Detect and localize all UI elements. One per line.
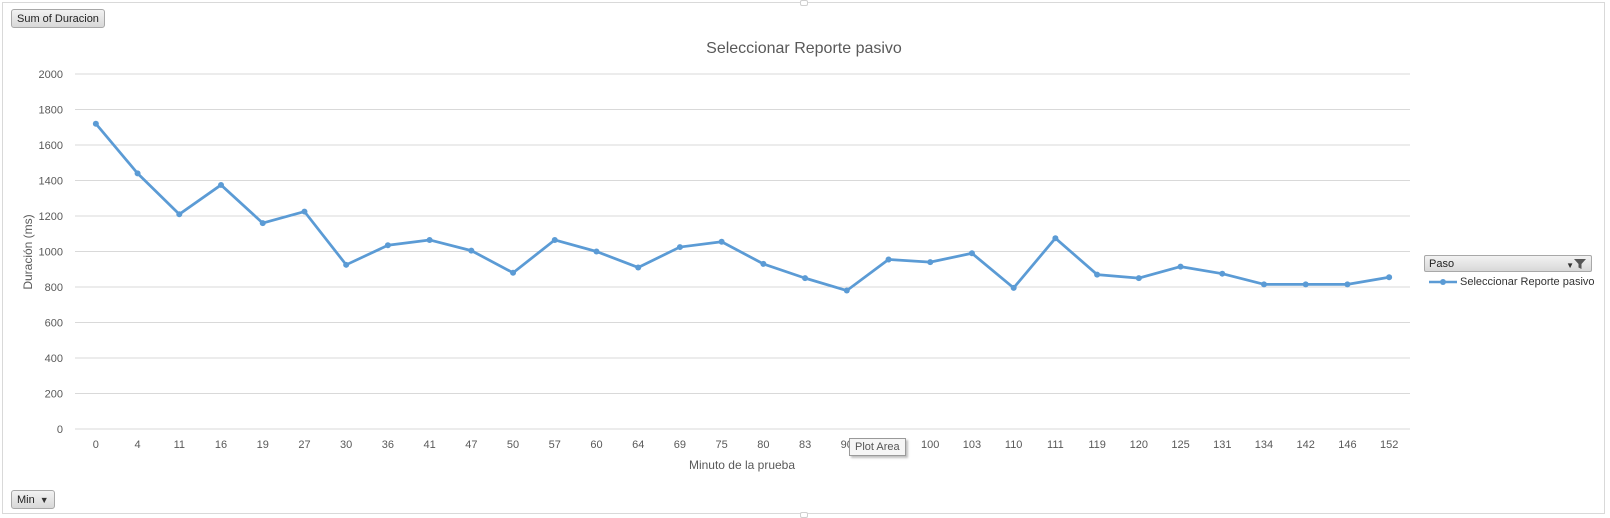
- data-point[interactable]: [1010, 284, 1017, 291]
- data-point[interactable]: [968, 250, 975, 257]
- x-tick-label: 103: [963, 439, 981, 451]
- y-axis-ticks: 0 200 400 600 800 1000 1200 1400 1600 1800 2000: [39, 69, 63, 436]
- y-tick-label: 600: [45, 318, 63, 330]
- x-tick-label: 30: [340, 439, 352, 451]
- data-point[interactable]: [1219, 270, 1226, 277]
- x-tick-label: 146: [1338, 439, 1356, 451]
- x-tick-label: 47: [465, 439, 477, 451]
- y-tick-label: 400: [45, 353, 63, 365]
- data-point[interactable]: [510, 269, 517, 276]
- data-point[interactable]: [593, 248, 600, 255]
- y-tick-label: 1200: [39, 211, 63, 223]
- y-tick-label: 800: [45, 282, 63, 294]
- data-point[interactable]: [1177, 263, 1184, 270]
- data-point[interactable]: [885, 256, 892, 263]
- resize-handle-top[interactable]: [800, 0, 808, 6]
- gridlines: [75, 73, 1410, 430]
- x-tick-label: 152: [1380, 439, 1398, 451]
- data-point[interactable]: [927, 259, 934, 266]
- x-tick-label: 4: [135, 439, 141, 451]
- axis-field-button[interactable]: Min ▼: [11, 490, 55, 509]
- series-group: [92, 120, 1393, 294]
- data-point[interactable]: [551, 236, 558, 243]
- data-point[interactable]: [843, 287, 850, 294]
- legend-field-button[interactable]: Paso ▼: [1424, 255, 1592, 272]
- y-tick-label: 1800: [39, 105, 63, 117]
- y-tick-label: 0: [57, 424, 63, 436]
- tooltip: Plot Area: [849, 438, 906, 456]
- x-tick-label: 120: [1130, 439, 1148, 451]
- x-tick-label: 60: [590, 439, 602, 451]
- x-tick-label: 19: [257, 439, 269, 451]
- data-point[interactable]: [1386, 274, 1393, 281]
- x-tick-label: 57: [549, 439, 561, 451]
- axis-field-label: Min: [17, 494, 35, 506]
- data-point[interactable]: [343, 261, 350, 268]
- data-point[interactable]: [802, 275, 809, 282]
- x-tick-label: 64: [632, 439, 644, 451]
- legend-swatch: [1429, 279, 1457, 285]
- data-point[interactable]: [301, 208, 308, 215]
- data-point[interactable]: [384, 242, 391, 249]
- y-tick-label: 200: [45, 389, 63, 401]
- x-axis-title: Minuto de la prueba: [689, 458, 795, 472]
- data-point[interactable]: [176, 211, 183, 218]
- data-point[interactable]: [635, 264, 642, 271]
- data-point[interactable]: [1135, 275, 1142, 282]
- data-point[interactable]: [676, 244, 683, 251]
- x-tick-label: 16: [215, 439, 227, 451]
- x-tick-label: 134: [1255, 439, 1273, 451]
- y-tick-label: 2000: [39, 69, 63, 81]
- data-point[interactable]: [218, 181, 225, 188]
- x-tick-label: 131: [1213, 439, 1231, 451]
- x-tick-label: 142: [1297, 439, 1315, 451]
- series-line[interactable]: [94, 122, 1390, 292]
- data-point[interactable]: [1052, 235, 1059, 242]
- x-tick-label: 69: [674, 439, 686, 451]
- y-tick-label: 1000: [39, 247, 63, 259]
- x-tick-label: 119: [1088, 439, 1106, 451]
- data-point[interactable]: [1302, 281, 1309, 288]
- y-axis-title: Duración (ms): [21, 214, 35, 289]
- values-field-label: Sum of Duracion: [17, 13, 99, 25]
- data-point[interactable]: [134, 170, 141, 177]
- x-tick-label: 36: [382, 439, 394, 451]
- x-tick-label: 100: [921, 439, 939, 451]
- x-tick-label: 27: [298, 439, 310, 451]
- data-point[interactable]: [1344, 281, 1351, 288]
- filter-icon: [1574, 259, 1586, 269]
- x-tick-label: 0: [93, 439, 99, 451]
- data-point[interactable]: [426, 236, 433, 243]
- legend-item-label: Seleccionar Reporte pasivo: [1460, 276, 1595, 288]
- y-tick-label: 1400: [39, 176, 63, 188]
- x-tick-label: 41: [423, 439, 435, 451]
- data-point[interactable]: [259, 220, 266, 227]
- x-tick-label: 50: [507, 439, 519, 451]
- y-tick-label: 1600: [39, 140, 63, 152]
- data-point[interactable]: [1260, 281, 1267, 288]
- x-tick-label: 11: [174, 439, 185, 451]
- data-point[interactable]: [1094, 271, 1101, 278]
- x-tick-label: 75: [716, 439, 728, 451]
- x-tick-label: 83: [799, 439, 811, 451]
- x-axis-ticks: 0411161927303641475057606469758083909810…: [93, 439, 1399, 451]
- x-tick-label: 80: [757, 439, 769, 451]
- legend-field-label: Paso: [1429, 258, 1455, 270]
- x-tick-label: 125: [1171, 439, 1189, 451]
- data-point[interactable]: [718, 238, 725, 245]
- data-point[interactable]: [760, 260, 767, 267]
- data-point[interactable]: [468, 247, 475, 254]
- data-point[interactable]: [92, 120, 99, 127]
- values-field-button[interactable]: Sum of Duracion: [11, 9, 105, 28]
- legend[interactable]: Seleccionar Reporte pasivo: [1428, 276, 1595, 288]
- chevron-down-icon: ▼: [1566, 261, 1574, 270]
- chart-title: Seleccionar Reporte pasivo: [706, 40, 902, 57]
- chevron-down-icon: ▼: [39, 495, 49, 505]
- x-tick-label: 110: [1005, 439, 1023, 451]
- x-tick-label: 111: [1047, 439, 1064, 451]
